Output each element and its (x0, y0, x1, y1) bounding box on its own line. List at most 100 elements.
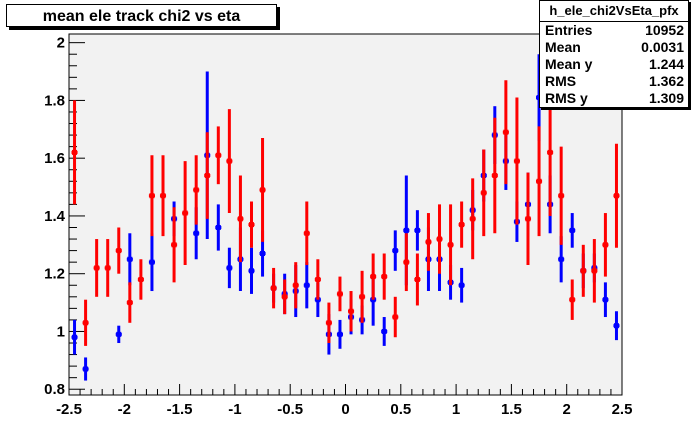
marker (569, 227, 575, 233)
marker (204, 173, 210, 179)
y-tick-label: 1.6 (44, 150, 65, 167)
data-point (580, 244, 587, 297)
marker (337, 331, 343, 337)
data-point (137, 259, 144, 300)
marker (127, 256, 133, 262)
data-point (115, 325, 122, 344)
marker (271, 285, 277, 291)
marker (116, 248, 122, 254)
y-tick-label: 1.2 (44, 266, 65, 283)
data-point (336, 276, 344, 312)
stats-row-entries: Entries 10952 (540, 22, 688, 39)
marker (459, 222, 465, 228)
data-point (458, 267, 465, 303)
data-point (436, 204, 443, 274)
data-point (569, 279, 576, 320)
data-point (82, 357, 89, 381)
stats-value: 0.0031 (641, 39, 684, 55)
marker (381, 328, 387, 334)
marker (237, 216, 243, 222)
data-point (458, 201, 465, 248)
x-tick-label: -2.5 (56, 401, 82, 418)
marker (260, 187, 266, 193)
marker (248, 268, 254, 274)
marker (215, 152, 221, 158)
stats-value: 1.309 (648, 90, 684, 106)
stats-value: 10952 (645, 22, 684, 38)
marker (260, 250, 266, 256)
marker (425, 239, 431, 245)
marker (392, 248, 398, 254)
y-tick-label: 1.4 (44, 208, 66, 225)
plot-frame (68, 33, 623, 396)
data-point (414, 253, 421, 306)
x-tick-label: -1 (228, 401, 241, 418)
marker (580, 268, 586, 274)
x-tick-label: 2 (563, 401, 571, 418)
data-point (336, 319, 344, 349)
marker (414, 227, 420, 233)
x-tick-label: -0.5 (277, 401, 303, 418)
y-tick-label: 0.8 (44, 381, 65, 398)
stats-label: Mean (545, 39, 581, 55)
data-point (359, 270, 366, 323)
stats-label: RMS (545, 73, 577, 89)
data-point (248, 247, 255, 294)
data-point (469, 178, 476, 260)
marker (72, 334, 78, 340)
marker (293, 282, 299, 288)
marker (392, 314, 398, 320)
x-tick-label: 1 (452, 401, 460, 418)
data-point (513, 97, 520, 225)
marker (547, 149, 553, 155)
data-point (71, 319, 78, 355)
marker (492, 173, 498, 179)
marker (437, 236, 443, 242)
stats-label: Mean y (545, 56, 593, 72)
stats-name: h_ele_chi2VsEta_pfx (540, 1, 688, 22)
data-point (248, 201, 255, 248)
marker (591, 268, 597, 274)
marker (282, 294, 288, 300)
chart-marks (71, 54, 620, 381)
marker (83, 320, 89, 326)
marker (193, 230, 199, 236)
marker (160, 193, 166, 199)
marker (248, 222, 254, 228)
marker (193, 187, 199, 193)
data-point (381, 317, 388, 346)
data-point (82, 299, 89, 346)
data-point (602, 282, 609, 318)
marker (226, 158, 232, 164)
data-point (126, 233, 133, 286)
marker (602, 297, 608, 303)
stats-box: h_ele_chi2VsEta_pfx Entries 10952 Mean 0… (539, 0, 689, 108)
data-point (159, 155, 167, 237)
x-tick-label: 2.5 (612, 401, 633, 418)
x-tick-label: -1.5 (167, 401, 193, 418)
x-tick-label: 0.5 (390, 401, 411, 418)
marker (602, 242, 608, 248)
marker (337, 291, 343, 297)
marker (226, 265, 232, 271)
data-point (226, 247, 233, 289)
stats-row-rms-y: RMS y 1.309 (540, 90, 688, 107)
marker (569, 297, 575, 303)
data-point (171, 207, 178, 283)
data-point (237, 175, 244, 263)
data-point (502, 80, 509, 185)
marker (403, 259, 409, 265)
stats-row-mean: Mean 0.0031 (540, 39, 688, 56)
data-point (447, 204, 454, 286)
marker (514, 158, 520, 164)
stats-label: RMS y (545, 90, 588, 106)
chart-title: mean ele track chi2 vs eta (6, 4, 277, 27)
data-point (193, 155, 200, 225)
data-point (613, 143, 620, 248)
marker (182, 210, 188, 216)
data-point (215, 204, 222, 251)
data-point (480, 149, 487, 237)
y-tick-label: 1 (57, 323, 65, 340)
marker (558, 256, 564, 262)
